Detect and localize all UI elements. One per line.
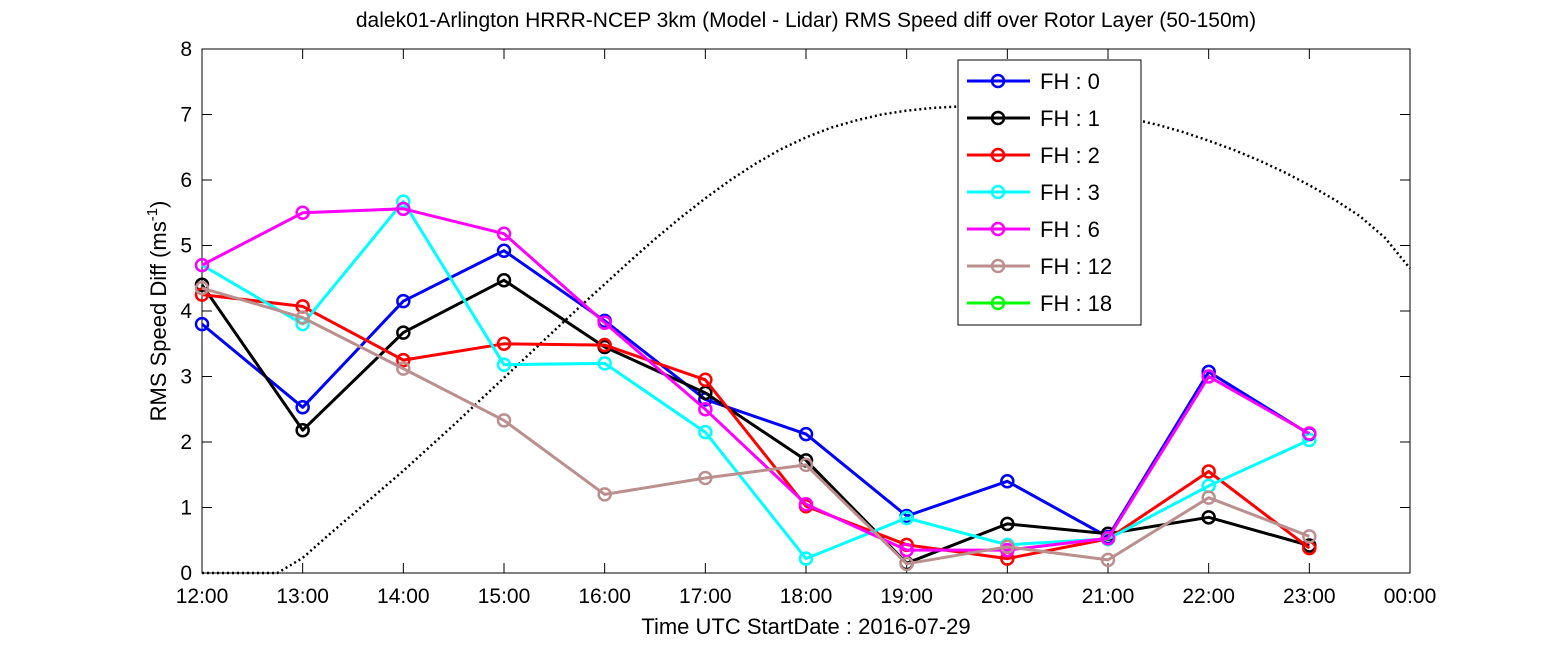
series-5: [194, 280, 1317, 572]
series-point: [1201, 510, 1216, 525]
legend-label: FH : 6: [1040, 217, 1100, 242]
legend-swatch-marker: [990, 184, 1006, 200]
series-point: [496, 413, 512, 428]
y-tick-label: 2: [180, 431, 192, 454]
series-point: [1302, 432, 1317, 448]
x-tick-label: 17:00: [679, 585, 732, 608]
series-point: [496, 336, 512, 351]
series-point: [295, 205, 310, 220]
series-point: [698, 372, 713, 388]
series-point: [194, 316, 210, 332]
legend-swatch-marker: [990, 258, 1006, 274]
y-axis-label: RMS Speed Diff (ms-1): [144, 201, 171, 422]
series-point: [295, 422, 310, 438]
series-point: [396, 201, 411, 217]
y-axis: 0 1 2 3 4 5 6 7 8: [180, 38, 1410, 585]
series-line: [201, 200, 1310, 561]
series-point: [1201, 490, 1216, 505]
series-point: [396, 293, 411, 309]
legend-swatch-marker: [990, 73, 1006, 89]
series-point: [698, 470, 713, 486]
series-point: [1201, 369, 1216, 384]
series-point: [798, 496, 814, 512]
series-point: [1000, 539, 1015, 555]
series-point: [899, 510, 914, 526]
x-tick-label: 13:00: [276, 585, 329, 608]
y-tick-label: 8: [180, 38, 192, 61]
series-line: [201, 293, 1311, 561]
series-point: [798, 426, 814, 442]
legend-label: FH : 18: [1040, 291, 1112, 316]
x-tick-label: 00:00: [1384, 585, 1437, 608]
y-tick-label: 0: [180, 562, 192, 585]
y-tick-label: 4: [180, 300, 192, 323]
x-axis: 12:00 13:00 14:00 15:00 16:00 17:00 18:00 19:00…: [176, 49, 1437, 608]
series-point: [1100, 552, 1116, 568]
legend-swatch-marker: [990, 295, 1006, 311]
legend-swatch-marker: [990, 147, 1006, 163]
y-tick-label: 5: [180, 235, 192, 258]
series-point: [496, 243, 512, 258]
y-axis-label-main: RMS Speed Diff (ms: [146, 221, 171, 421]
series-point: [698, 402, 713, 417]
legend-label: FH : 12: [1040, 254, 1112, 279]
legend-label: FH : 3: [1040, 180, 1100, 205]
series-point: [597, 356, 612, 371]
series-point: [899, 556, 914, 572]
x-tick-label: 23:00: [1283, 585, 1336, 608]
series-point: [295, 310, 310, 325]
y-axis-label-sup: -1: [144, 208, 161, 221]
series-layer: [194, 194, 1317, 572]
legend-swatch-marker: [990, 221, 1006, 237]
series-4: [194, 201, 1317, 558]
series-point: [1302, 529, 1317, 544]
series-point: [496, 226, 512, 241]
y-tick-label: 3: [180, 366, 192, 389]
series-point: [1100, 531, 1116, 546]
x-tick-label: 22:00: [1182, 585, 1235, 608]
series-point: [396, 325, 411, 340]
series-point: [396, 352, 411, 368]
y-tick-label: 1: [180, 497, 192, 520]
series-point: [899, 542, 914, 558]
series-point: [295, 400, 310, 415]
series-point: [597, 315, 612, 331]
legend: FH : 0 FH : 1 FH : 2 FH : 3 FH : 6 FH : 12 FH …: [957, 59, 1142, 326]
series-point: [194, 257, 210, 273]
series-point: [798, 551, 814, 566]
series-point: [496, 272, 512, 288]
x-tick-label: 14:00: [377, 585, 430, 608]
chart-title: dalek01-Arlington HRRR-NCEP 3km (Model -…: [356, 9, 1256, 32]
x-tick-label: 12:00: [176, 585, 229, 608]
legend-label: FH : 0: [1040, 69, 1100, 94]
series-line: [201, 207, 1311, 552]
legend-label: FH : 2: [1040, 143, 1100, 168]
series-point: [1201, 464, 1216, 479]
x-tick-label: 15:00: [478, 585, 531, 608]
series-point: [597, 487, 612, 502]
y-tick-label: 6: [180, 169, 192, 192]
legend-label: FH : 1: [1040, 106, 1100, 131]
series-point: [597, 337, 612, 353]
series-point: [698, 424, 713, 440]
legend-swatch-marker: [990, 110, 1006, 126]
x-tick-label: 19:00: [880, 585, 933, 608]
y-axis-label-end: ): [146, 201, 171, 208]
x-axis-label: Time UTC StartDate : 2016-07-29: [641, 614, 970, 639]
x-tick-label: 18:00: [780, 585, 833, 608]
series-point: [1302, 426, 1317, 441]
series-point: [1000, 474, 1015, 489]
series-line: [201, 286, 1310, 566]
series-point: [194, 280, 210, 296]
series-point: [798, 457, 814, 473]
y-tick-label: 7: [180, 104, 192, 127]
x-tick-label: 20:00: [981, 585, 1034, 608]
series-point: [396, 361, 411, 376]
x-tick-label: 16:00: [578, 585, 631, 608]
series-point: [496, 357, 512, 372]
x-tick-label: 21:00: [1082, 585, 1135, 608]
series-point: [1000, 516, 1015, 532]
